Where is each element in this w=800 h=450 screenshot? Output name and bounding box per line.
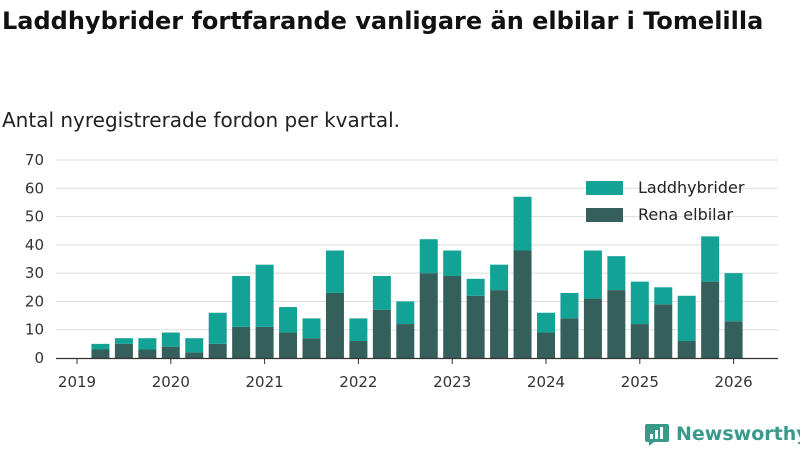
y-tick-label: 70 — [25, 151, 44, 169]
bar-laddhybrider — [701, 236, 720, 282]
x-tick-label: 2019 — [58, 373, 96, 391]
bar-laddhybrider — [607, 256, 626, 291]
bars — [91, 196, 743, 358]
bar-rena-elbilar — [466, 295, 485, 358]
bar-laddhybrider — [419, 239, 438, 274]
bar-rena-elbilar — [232, 326, 251, 358]
bar-laddhybrider — [443, 250, 462, 276]
y-tick-label: 50 — [25, 208, 44, 226]
bar-rena-elbilar — [302, 338, 321, 358]
bar-laddhybrider — [349, 318, 368, 342]
bar-rena-elbilar — [560, 318, 579, 358]
bar-laddhybrider — [630, 281, 649, 325]
bar-laddhybrider — [138, 338, 157, 350]
bar-laddhybrider — [490, 264, 509, 291]
x-tick-label: 2021 — [246, 373, 284, 391]
x-tick-label: 2023 — [433, 373, 471, 391]
bar-laddhybrider — [372, 275, 391, 310]
newsworthy-logo-icon — [645, 424, 669, 446]
bar-laddhybrider — [654, 287, 673, 305]
x-tick-label: 2025 — [621, 373, 659, 391]
bar-laddhybrider — [560, 292, 579, 319]
bar-rena-elbilar — [138, 349, 157, 358]
bar-rena-elbilar — [701, 281, 720, 358]
x-tick-label: 2024 — [527, 373, 565, 391]
x-tick-label: 2020 — [152, 373, 190, 391]
bar-laddhybrider — [255, 264, 274, 327]
bar-laddhybrider — [724, 273, 743, 322]
bar-laddhybrider — [583, 250, 602, 299]
bar-rena-elbilar — [583, 298, 602, 358]
y-axis-ticks: 0 10 20 30 40 50 60 70 — [25, 151, 44, 367]
bar-laddhybrider — [114, 338, 133, 344]
y-tick-label: 10 — [25, 321, 44, 339]
bar-laddhybrider — [513, 196, 532, 251]
bar-rena-elbilar — [325, 292, 344, 358]
brand-name: Newsworthy — [676, 423, 800, 445]
x-tick-label: 2022 — [339, 373, 377, 391]
bar-rena-elbilar — [114, 343, 133, 358]
y-tick-label: 30 — [25, 264, 44, 282]
bar-laddhybrider — [185, 338, 204, 353]
legend-rena-elbilar-label: Rena elbilar — [638, 205, 733, 224]
bar-rena-elbilar — [537, 332, 555, 358]
bar-laddhybrider — [91, 343, 110, 350]
bar-rena-elbilar — [490, 290, 509, 358]
bar-laddhybrider — [466, 278, 485, 296]
bar-rena-elbilar — [161, 346, 180, 358]
chart-title: Laddhybrider fortfarande vanligare än el… — [2, 7, 764, 35]
x-tick-label: 2026 — [715, 373, 753, 391]
bar-rena-elbilar — [513, 250, 532, 358]
gridlines — [56, 159, 778, 331]
bar-rena-elbilar — [349, 341, 368, 358]
bar-rena-elbilar — [91, 349, 110, 358]
x-axis-ticks: 2019 2020 2021 2022 2023 2024 2025 2026 — [58, 358, 753, 391]
y-tick-label: 60 — [25, 179, 44, 197]
bar-rena-elbilar — [372, 309, 391, 358]
legend-laddhybrider-label: Laddhybrider — [638, 178, 745, 197]
y-tick-label: 0 — [34, 349, 44, 367]
bar-laddhybrider — [279, 307, 298, 333]
bar-laddhybrider — [677, 295, 696, 342]
bar-rena-elbilar — [279, 332, 298, 358]
legend-laddhybrider-swatch — [586, 181, 623, 195]
bar-laddhybrider — [396, 301, 415, 325]
bar-rena-elbilar — [724, 321, 743, 358]
y-tick-label: 20 — [25, 292, 44, 310]
brand-logo: Newsworthy — [644, 419, 800, 449]
bar-rena-elbilar — [443, 275, 462, 358]
bar-laddhybrider — [208, 312, 227, 344]
bar-rena-elbilar — [255, 326, 274, 358]
legend: Laddhybrider Rena elbilar — [586, 178, 745, 224]
bar-rena-elbilar — [208, 343, 227, 358]
bar-rena-elbilar — [654, 304, 673, 358]
bar-rena-elbilar — [607, 290, 626, 358]
chart-subtitle: Antal nyregistrerade fordon per kvartal. — [2, 108, 401, 132]
bar-laddhybrider — [325, 250, 344, 293]
bar-rena-elbilar — [677, 341, 696, 358]
y-tick-label: 40 — [25, 236, 44, 254]
bar-rena-elbilar — [419, 273, 438, 358]
legend-rena-elbilar-swatch — [586, 208, 623, 222]
bar-rena-elbilar — [630, 324, 649, 358]
bar-laddhybrider — [537, 312, 555, 333]
bar-laddhybrider — [302, 318, 321, 339]
bar-rena-elbilar — [185, 352, 204, 358]
bar-laddhybrider — [161, 332, 180, 347]
bar-laddhybrider — [232, 275, 251, 327]
bar-rena-elbilar — [396, 324, 415, 358]
